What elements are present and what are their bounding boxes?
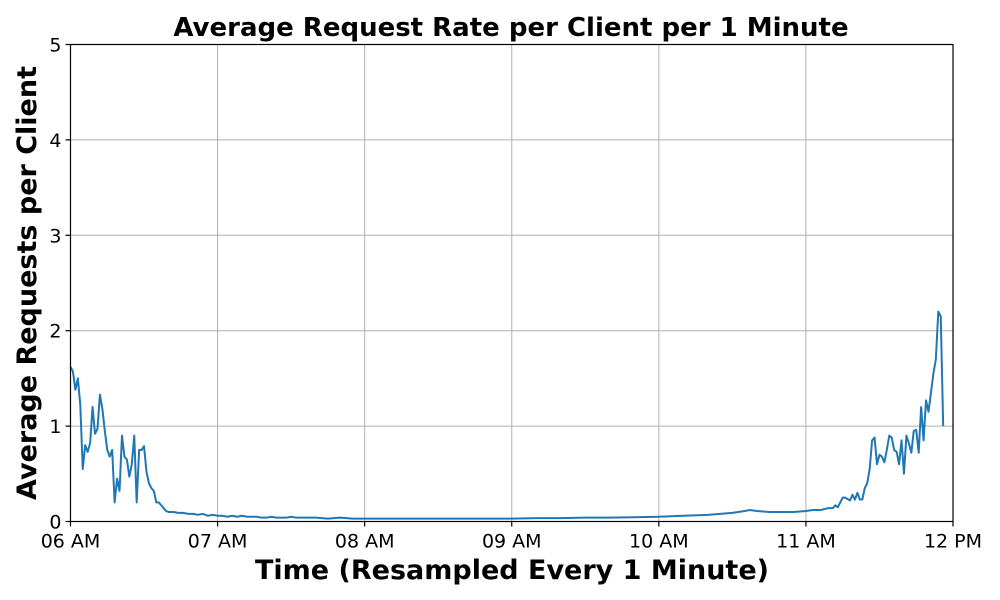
y-tick-label: 5 bbox=[49, 35, 61, 57]
x-tick-label: 08 AM bbox=[335, 531, 395, 553]
y-axis: 0 1 2 3 4 5 bbox=[49, 35, 71, 534]
x-tick-label: 10 AM bbox=[629, 531, 689, 553]
grid bbox=[70, 44, 954, 522]
y-tick-label: 2 bbox=[49, 321, 61, 343]
y-axis-label: Average Requests per Client bbox=[12, 66, 43, 500]
y-tick-label: 0 bbox=[49, 512, 61, 534]
series-group bbox=[69, 310, 945, 520]
x-tick-label: 12 PM bbox=[924, 531, 982, 553]
y-tick-label: 1 bbox=[49, 416, 61, 438]
x-tick-label: 06 AM bbox=[41, 531, 101, 553]
x-axis: 06 AM 07 AM 08 AM 09 AM 10 AM 11 AM 12 PM bbox=[41, 521, 982, 553]
series-line bbox=[69, 310, 945, 520]
x-tick-label: 09 AM bbox=[482, 531, 542, 553]
x-tick-label: 07 AM bbox=[188, 531, 248, 553]
x-tick-label: 11 AM bbox=[776, 531, 836, 553]
x-axis-label: Time (Resampled Every 1 Minute) bbox=[255, 555, 769, 586]
y-tick-label: 4 bbox=[49, 130, 61, 152]
chart-title: Average Request Rate per Client per 1 Mi… bbox=[173, 13, 848, 43]
y-tick-label: 3 bbox=[49, 225, 61, 247]
